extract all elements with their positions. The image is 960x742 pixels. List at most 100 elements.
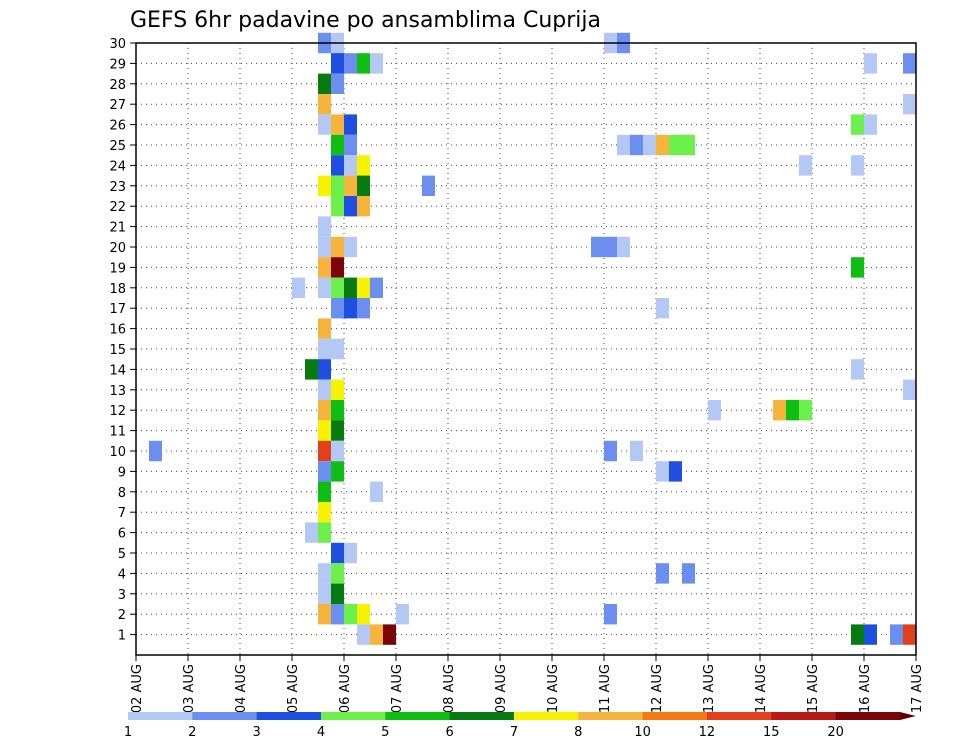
x-tick-label: 15 AUG [806,664,821,713]
precip-cell [331,563,344,584]
legend-label: 5 [381,725,389,740]
precip-cell [318,318,331,339]
y-tick-label: 20 [109,241,126,256]
precip-cell [344,604,357,625]
y-tick-label: 2 [118,608,126,623]
y-tick-label: 22 [109,200,126,215]
precip-cell [357,175,370,196]
precip-cell [669,134,682,156]
legend-label: 8 [574,725,582,740]
x-axis: 02 AUG 03 AUG 04 AUG 05 AUG 06 AUG 07 AUG 08 A… [130,655,925,713]
color-legend: 1 2 3 4 5 6 7 8 10 12 15 20 [124,712,916,740]
y-tick-label: 14 [109,363,126,378]
legend-end-arrow [899,712,916,720]
precip-cell [851,624,864,645]
chart-title: GEFS 6hr padavine po ansamblima Cuprija [130,8,601,33]
precip-cell [331,155,344,176]
precip-cell [149,440,162,462]
legend-label: 10 [634,725,651,740]
legend-label: 2 [188,725,196,740]
precip-cell [305,522,318,543]
y-tick-label: 29 [109,57,126,72]
x-tick-label: 16 AUG [858,664,873,713]
precip-cell [318,236,331,258]
precip-cell [890,624,903,645]
precip-cell [643,134,656,156]
precip-cell [851,359,864,380]
precip-cell [331,604,344,625]
precip-cell [318,563,331,584]
precip-cell [331,400,344,421]
precip-cell [318,114,331,135]
precip-cell [318,216,331,237]
precip-cell [331,236,344,258]
precip-cell [357,604,370,625]
precip-cell [370,277,383,298]
precip-cell [864,53,877,74]
precip-cell [604,236,617,258]
y-tick-label: 9 [118,465,126,480]
precip-cell [318,461,331,482]
x-tick-label: 05 AUG [286,664,301,713]
precip-cell [331,134,344,156]
y-tick-label: 21 [109,221,126,236]
precip-cell [331,277,344,298]
x-tick-label: 13 AUG [702,664,717,713]
legend-label: 3 [253,725,261,740]
precip-cell [903,624,916,645]
legend-swatch [320,712,386,720]
precip-cell [617,236,630,258]
x-tick-label: 14 AUG [754,664,769,713]
precip-cell [370,624,383,645]
x-tick-label: 04 AUG [234,664,249,713]
precip-cell [799,400,812,421]
x-tick-label: 11 AUG [598,664,613,713]
precip-cell [331,338,344,360]
precip-cell [656,563,669,584]
legend-label: 12 [699,725,716,740]
precip-cell [344,236,357,258]
precip-cell [903,94,916,115]
precip-cell [318,338,331,360]
precip-cell [331,196,344,217]
y-tick-label: 5 [118,547,126,562]
precip-cell [357,53,370,74]
y-tick-label: 23 [109,180,126,195]
precip-cell [344,277,357,298]
precip-cell [864,114,877,135]
precip-cell [331,440,344,462]
legend-swatch [513,712,579,720]
precip-cell [318,502,331,523]
precip-cell [370,53,383,74]
precip-cell [331,298,344,319]
y-tick-label: 7 [118,506,126,521]
legend-swatch [256,712,322,720]
legend-swatch [771,712,837,720]
y-tick-label: 30 [109,37,126,52]
legend-swatch [449,712,515,720]
precip-cell [318,604,331,625]
precip-cell [331,420,344,441]
x-tick-label: 07 AUG [390,664,405,713]
legend-swatch [642,712,708,720]
legend-swatch [835,712,901,720]
precip-cell [318,257,331,278]
y-tick-label: 27 [109,98,126,113]
precip-cell [331,461,344,482]
legend-label: 20 [827,725,844,740]
precip-cell [591,236,604,258]
precip-cell [851,155,864,176]
precip-cell [851,114,864,135]
precip-cell [331,73,344,94]
x-tick-label: 06 AUG [338,664,353,713]
y-tick-label: 12 [109,404,126,419]
precip-cell [318,359,331,380]
precip-cell [305,359,318,380]
precip-cell [851,257,864,278]
precip-cell [344,175,357,196]
precip-cell [331,583,344,604]
precip-cell [682,563,695,584]
x-tick-label: 08 AUG [442,664,457,713]
precip-cell [344,298,357,319]
precip-cell [773,400,786,421]
